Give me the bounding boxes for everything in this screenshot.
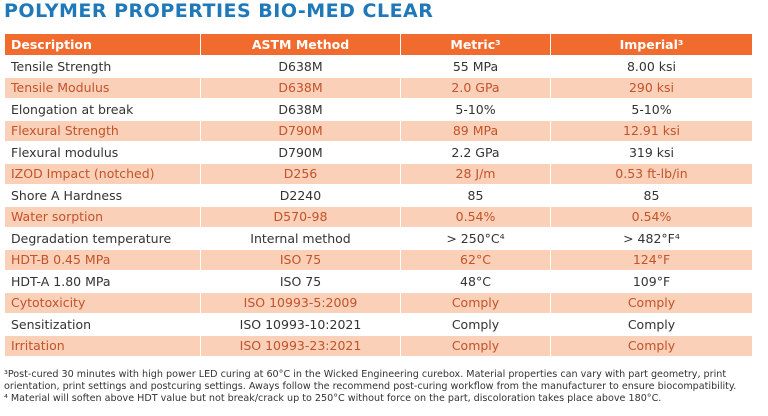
- table-row: Degradation temperature Internal method > …: [4, 227, 753, 250]
- table-row: Irritation ISO 10993-23:2021 Comply Comply: [4, 334, 753, 357]
- table-cell: HDT-A 1.80 MPa: [4, 270, 201, 293]
- table-cell: 0.53 ft-lb/in: [550, 162, 753, 185]
- table-cell: 62°C: [400, 248, 551, 271]
- table-row: Flexural modulus D790M 2.2 GPa 319 ksi: [4, 141, 753, 164]
- header-row: Description ASTM Method Metric³ Imperial³: [4, 33, 753, 56]
- footnotes: ³Post-cured 30 minutes with high power L…: [4, 369, 766, 405]
- title: POLYMER PROPERTIES BIO-MED CLEAR: [4, 0, 434, 22]
- table-cell: 85: [400, 184, 551, 207]
- table-cell: Comply: [550, 291, 753, 314]
- column-header: Description: [4, 33, 201, 56]
- table-cell: D638M: [200, 98, 401, 121]
- table-cell: 55 MPa: [400, 55, 551, 78]
- table-cell: ISO 75: [200, 270, 401, 293]
- table-cell: 2.2 GPa: [400, 141, 551, 164]
- table-cell: D256: [200, 162, 401, 185]
- table-row: Shore A Hardness D2240 85 85: [4, 184, 753, 207]
- table-cell: 290 ksi: [550, 76, 753, 99]
- table-cell: 319 ksi: [550, 141, 753, 164]
- table-cell: 124°F: [550, 248, 753, 271]
- table-cell: 109°F: [550, 270, 753, 293]
- table-cell: Tensile Strength: [4, 55, 201, 78]
- table-cell: > 482°F⁴: [550, 227, 753, 250]
- table-cell: Comply: [400, 291, 551, 314]
- table-cell: 2.0 GPa: [400, 76, 551, 99]
- table-cell: ISO 10993-10:2021: [200, 313, 401, 336]
- column-header: Imperial³: [550, 33, 753, 56]
- table-cell: Flexural modulus: [4, 141, 201, 164]
- table-cell: Tensile Modulus: [4, 76, 201, 99]
- table-row: Sensitization ISO 10993-10:2021 Comply Comp…: [4, 313, 753, 336]
- table-cell: Irritation: [4, 334, 201, 357]
- table-cell: Comply: [550, 334, 753, 357]
- table-cell: D570-98: [200, 205, 401, 228]
- table-cell: HDT-B 0.45 MPa: [4, 248, 201, 271]
- table-row: HDT-B 0.45 MPa ISO 75 62°C 124°F: [4, 248, 753, 271]
- table-row: Tensile Modulus D638M 2.0 GPa 290 ksi: [4, 76, 753, 99]
- column-header: ASTM Method: [200, 33, 401, 56]
- table-cell: 85: [550, 184, 753, 207]
- table-cell: Comply: [550, 313, 753, 336]
- table-cell: 8.00 ksi: [550, 55, 753, 78]
- table-cell: ISO 10993-23:2021: [200, 334, 401, 357]
- properties-table: Description ASTM Method Metric³ Imperial³ T…: [4, 33, 753, 357]
- table-cell: ISO 75: [200, 248, 401, 271]
- table-cell: D790M: [200, 141, 401, 164]
- table-cell: 5-10%: [550, 98, 753, 121]
- table-cell: D638M: [200, 55, 401, 78]
- table-row: Flexural Strength D790M 89 MPa 12.91 ksi: [4, 119, 753, 142]
- table-body: Tensile Strength D638M 55 MPa 8.00 ksi Tensi…: [4, 55, 753, 357]
- table-cell: 28 J/m: [400, 162, 551, 185]
- table-cell: Comply: [400, 313, 551, 336]
- table-cell: D790M: [200, 119, 401, 142]
- table-cell: 5-10%: [400, 98, 551, 121]
- table-cell: Shore A Hardness: [4, 184, 201, 207]
- footnote: ³Post-cured 30 minutes with high power L…: [4, 369, 737, 392]
- table-cell: IZOD Impact (notched): [4, 162, 201, 185]
- table-cell: 48°C: [400, 270, 551, 293]
- table-cell: 89 MPa: [400, 119, 551, 142]
- table-cell: Internal method: [200, 227, 401, 250]
- table-cell: Sensitization: [4, 313, 201, 336]
- table-cell: 0.54%: [550, 205, 753, 228]
- table-cell: Elongation at break: [4, 98, 201, 121]
- table-row: Water sorption D570-98 0.54% 0.54%: [4, 205, 753, 228]
- table-row: IZOD Impact (notched) D256 28 J/m 0.53 ft-l…: [4, 162, 753, 185]
- table-cell: 0.54%: [400, 205, 551, 228]
- table-cell: D638M: [200, 76, 401, 99]
- table-row: Elongation at break D638M 5-10% 5-10%: [4, 98, 753, 121]
- table-cell: D2240: [200, 184, 401, 207]
- table-cell: Comply: [400, 334, 551, 357]
- table-cell: > 250°C⁴: [400, 227, 551, 250]
- table-row: Tensile Strength D638M 55 MPa 8.00 ksi: [4, 55, 753, 78]
- table-cell: 12.91 ksi: [550, 119, 753, 142]
- table-cell: Flexural Strength: [4, 119, 201, 142]
- table-cell: Degradation temperature: [4, 227, 201, 250]
- column-header: Metric³: [400, 33, 551, 56]
- table-cell: ISO 10993-5:2009: [200, 291, 401, 314]
- table-row: HDT-A 1.80 MPa ISO 75 48°C 109°F: [4, 270, 753, 293]
- table-cell: Water sorption: [4, 205, 201, 228]
- footnote: ⁴ Material will soften above HDT value b…: [4, 393, 662, 404]
- table-row: Cytotoxicity ISO 10993-5:2009 Comply Comply: [4, 291, 753, 314]
- table-cell: Cytotoxicity: [4, 291, 201, 314]
